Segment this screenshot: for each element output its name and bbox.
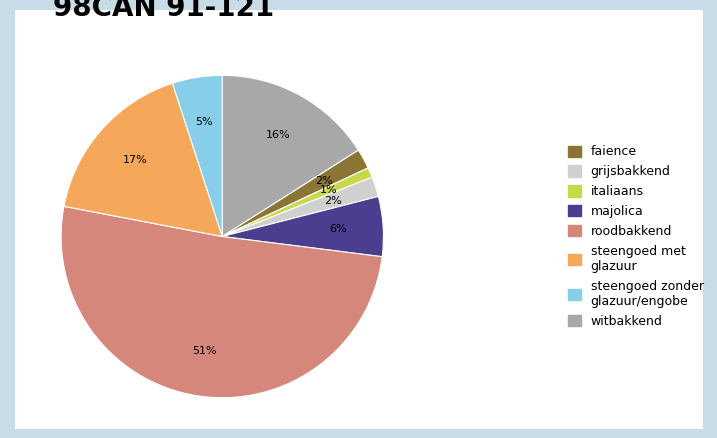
Wedge shape [222,196,384,257]
Text: 17%: 17% [123,155,148,165]
Wedge shape [222,75,358,237]
Wedge shape [222,177,379,237]
Text: 2%: 2% [324,196,341,206]
Legend: faience, grijsbakkend, italiaans, majolica, roodbakkend, steengoed met
glazuur, : faience, grijsbakkend, italiaans, majoli… [568,145,703,328]
Text: 16%: 16% [266,130,290,140]
Wedge shape [222,150,368,237]
Wedge shape [64,83,222,237]
Text: 98CAN 91-121: 98CAN 91-121 [53,0,274,21]
Wedge shape [61,206,382,398]
Text: 1%: 1% [320,185,338,195]
Wedge shape [173,75,222,237]
Text: 2%: 2% [315,176,333,186]
Wedge shape [222,168,372,237]
Text: 51%: 51% [192,346,217,356]
Text: 5%: 5% [195,117,213,127]
Text: 6%: 6% [329,224,347,234]
